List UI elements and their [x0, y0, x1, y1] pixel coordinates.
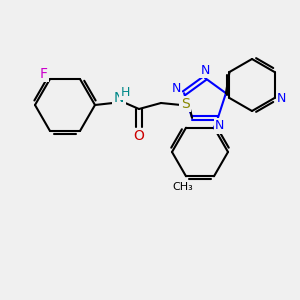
- Text: N: N: [200, 64, 210, 76]
- Text: O: O: [134, 129, 144, 143]
- Text: S: S: [181, 97, 189, 111]
- Text: N: N: [277, 92, 286, 104]
- Text: CH₃: CH₃: [172, 182, 194, 192]
- Text: N: N: [114, 91, 124, 105]
- Text: N: N: [171, 82, 181, 95]
- Text: H: H: [120, 85, 130, 98]
- Text: F: F: [40, 67, 48, 81]
- Text: N: N: [215, 119, 225, 132]
